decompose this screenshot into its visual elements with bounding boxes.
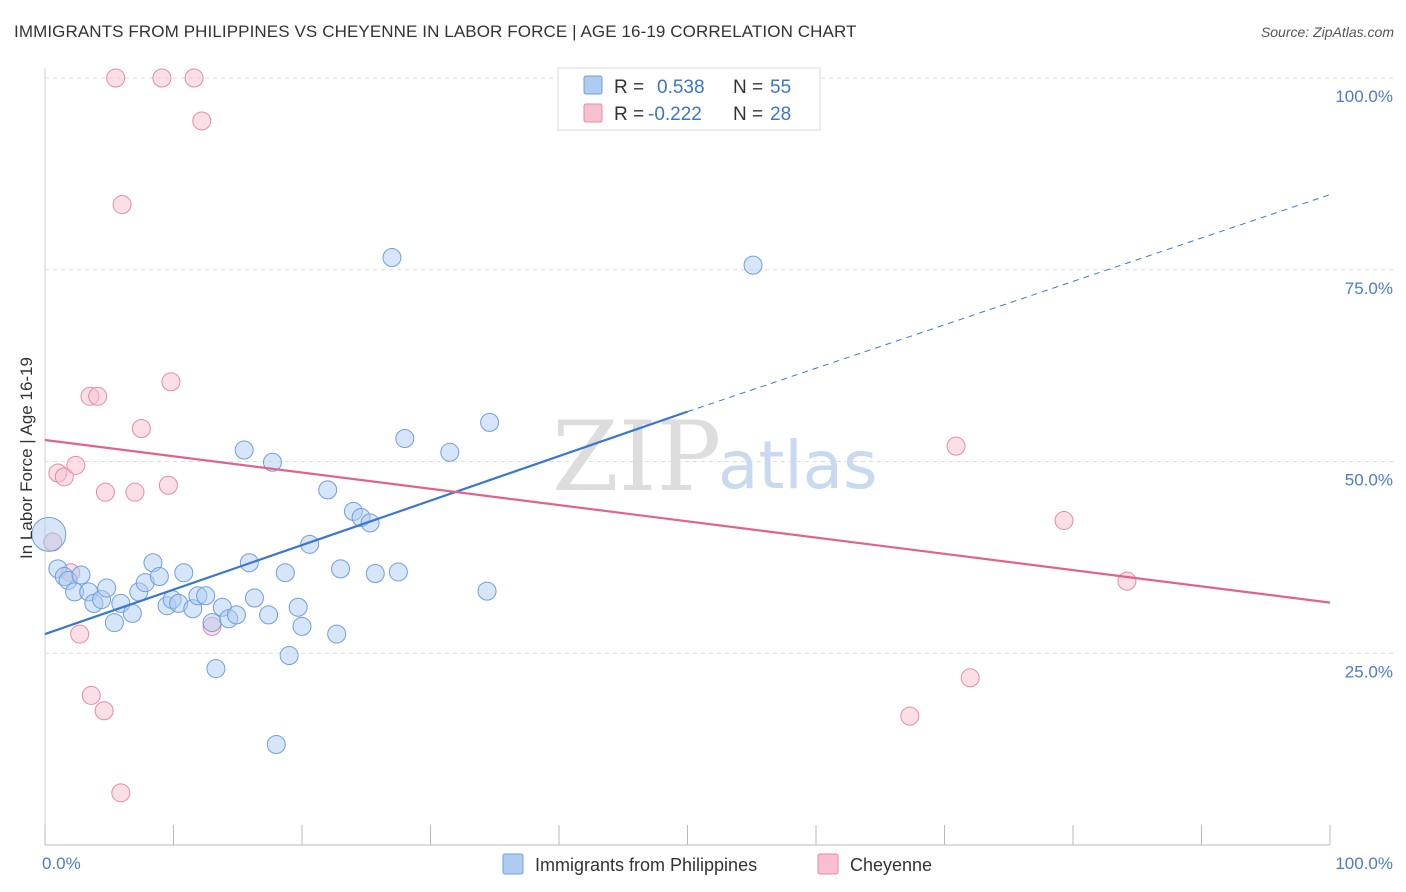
point-philippines: [365, 563, 385, 583]
point-philippines: [31, 516, 67, 552]
point-philippines: [275, 563, 295, 583]
y-tick-label: 25.0%: [1345, 662, 1393, 681]
point-philippines: [202, 613, 222, 633]
point-philippines: [104, 613, 124, 633]
point-philippines: [226, 605, 246, 625]
trend-line-philippines: [44, 410, 688, 636]
watermark-zip: ZIP: [552, 401, 721, 513]
bottom-legend: Immigrants from Philippines Cheyenne: [502, 853, 932, 875]
point-philippines: [477, 581, 497, 601]
chart-title: IMMIGRANTS FROM PHILIPPINES VS CHEYENNE …: [14, 22, 857, 41]
point-philippines: [743, 255, 763, 275]
point-philippines: [196, 586, 216, 606]
stats-legend-r-label-cheyenne: R =: [614, 104, 644, 125]
point-cheyenne: [1054, 511, 1074, 531]
point-cheyenne: [152, 68, 172, 88]
watermark-atlas: atlas: [718, 427, 878, 504]
stats-legend-n-label-cheyenne: N =: [733, 104, 763, 125]
point-philippines: [327, 624, 347, 644]
point-cheyenne: [900, 706, 920, 726]
point-cheyenne: [192, 111, 212, 131]
point-philippines: [174, 563, 194, 583]
legend-swatch-philippines: [502, 853, 524, 875]
legend-label-cheyenne: Cheyenne: [850, 855, 932, 875]
source-credit: Source: ZipAtlas.com: [1260, 24, 1394, 40]
point-cheyenne: [158, 475, 178, 495]
point-philippines: [206, 659, 226, 679]
stats-legend-r-label-philippines: R =: [614, 77, 644, 98]
point-philippines: [259, 605, 279, 625]
point-philippines: [288, 597, 308, 617]
axes: [44, 68, 1331, 846]
point-cheyenne: [88, 386, 108, 406]
stats-legend-r-value-philippines: 0.538: [657, 77, 705, 98]
point-cheyenne: [95, 482, 115, 502]
point-cheyenne: [1117, 571, 1137, 591]
point-philippines: [266, 735, 286, 755]
point-philippines: [318, 480, 338, 500]
point-philippines: [149, 567, 169, 587]
point-philippines: [480, 412, 500, 432]
point-philippines: [244, 588, 264, 608]
point-philippines: [262, 452, 282, 472]
y-axis-label: In Labor Force | Age 16-19: [17, 357, 36, 559]
y-tick-labels: 25.0% 50.0% 75.0% 100.0%: [1335, 87, 1393, 681]
point-cheyenne: [111, 783, 131, 803]
point-cheyenne: [66, 455, 86, 475]
point-cheyenne: [161, 372, 181, 392]
trend-line-philippines-extension: [687, 194, 1331, 413]
point-philippines: [382, 247, 402, 267]
legend-swatch-cheyenne: [817, 853, 839, 875]
point-philippines: [440, 442, 460, 462]
x-tick-labels: 0.0% 100.0%: [42, 854, 1393, 873]
x-tick-label-max: 100.0%: [1335, 854, 1393, 873]
trend-lines: [44, 194, 1331, 636]
point-philippines: [97, 578, 117, 598]
point-philippines: [395, 428, 415, 448]
point-philippines: [360, 513, 380, 533]
legend-label-philippines: Immigrants from Philippines: [535, 855, 757, 875]
data-points: [31, 68, 1137, 803]
point-cheyenne: [94, 701, 114, 721]
stats-legend-n-label-philippines: N =: [733, 77, 763, 98]
x-tick-label-min: 0.0%: [42, 854, 81, 873]
y-tick-label: 50.0%: [1345, 471, 1393, 490]
stats-legend: R = 0.538 N = 55 R = -0.222 N = 28: [557, 67, 821, 131]
y-tick-label: 75.0%: [1345, 279, 1393, 298]
point-cheyenne: [112, 195, 132, 215]
stats-legend-r-value-cheyenne: -0.222: [648, 104, 702, 125]
point-philippines: [388, 562, 408, 582]
point-philippines: [331, 559, 351, 579]
stats-legend-swatch-cheyenne: [583, 103, 603, 123]
point-cheyenne: [81, 685, 101, 705]
point-philippines: [279, 646, 299, 666]
point-philippines: [234, 440, 254, 460]
point-cheyenne: [125, 482, 145, 502]
watermark: ZIP atlas: [552, 401, 878, 513]
point-philippines: [292, 616, 312, 636]
point-cheyenne: [946, 436, 966, 456]
stats-legend-n-value-cheyenne: 28: [770, 104, 791, 125]
stats-legend-n-value-philippines: 55: [770, 77, 791, 98]
trend-line-cheyenne: [44, 438, 1331, 604]
point-cheyenne: [131, 419, 151, 439]
point-cheyenne: [184, 68, 204, 88]
point-philippines: [71, 565, 91, 585]
point-cheyenne: [70, 624, 90, 644]
point-cheyenne: [960, 668, 980, 688]
stats-legend-swatch-philippines: [583, 75, 603, 95]
point-cheyenne: [54, 467, 74, 487]
y-tick-label: 100.0%: [1335, 87, 1393, 106]
point-cheyenne: [106, 68, 126, 88]
